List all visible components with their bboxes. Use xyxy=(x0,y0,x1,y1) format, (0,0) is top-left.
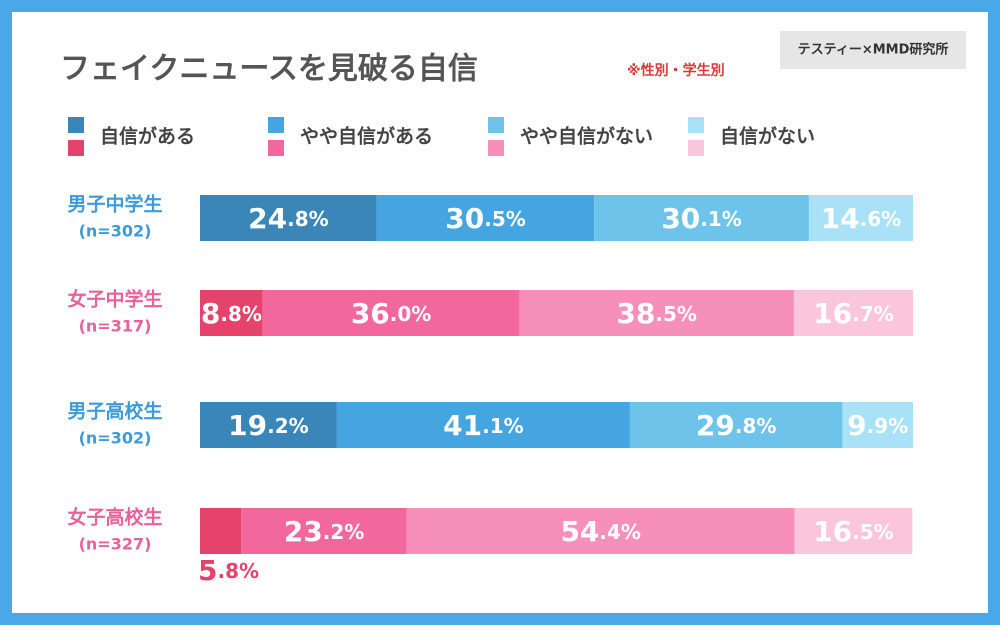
value-label-main: 23 xyxy=(284,515,323,548)
bar-segment xyxy=(842,402,913,448)
chart-subtitle: ※性別・学生別 xyxy=(627,62,725,79)
legend-swatch xyxy=(68,140,84,156)
legend-label: やや自信がない xyxy=(520,125,653,148)
chart-title: フェイクニュースを見破る自信 xyxy=(60,52,478,87)
bar-segment xyxy=(200,195,377,241)
value-label: 9.9% xyxy=(847,409,908,442)
legend-label: やや自信がある xyxy=(300,125,433,148)
bar-segment xyxy=(262,290,520,336)
category-label: 女子中学生 xyxy=(67,288,162,311)
legend-label: 自信がある xyxy=(100,125,195,148)
value-label-minor: .5% xyxy=(484,207,526,231)
value-label-main: 8 xyxy=(201,297,220,330)
legend-swatch xyxy=(488,140,504,156)
bar-segment xyxy=(336,402,630,448)
bar-segment xyxy=(519,290,794,336)
value-label-minor: .2% xyxy=(267,414,309,438)
bar-segment xyxy=(200,290,263,336)
value-label-main: 24 xyxy=(248,202,287,235)
value-label: 36.0% xyxy=(351,297,432,330)
category-label: 男子中学生 xyxy=(67,193,162,216)
category-label: 女子高校生 xyxy=(67,506,162,529)
legend-swatch xyxy=(68,117,84,133)
value-label: 54.4% xyxy=(560,515,641,548)
bar-segment xyxy=(200,508,242,554)
value-label: 14.6% xyxy=(821,202,902,235)
value-label: 23.2% xyxy=(284,515,365,548)
legend-swatch xyxy=(268,140,284,156)
value-label-minor: .9% xyxy=(867,414,909,438)
value-label: 30.5% xyxy=(445,202,526,235)
value-label-minor: .1% xyxy=(700,207,742,231)
source-box xyxy=(780,31,966,69)
value-label: 19.2% xyxy=(228,409,309,442)
value-label-main: 16 xyxy=(813,515,852,548)
category-note: (n=302) xyxy=(79,429,152,448)
category-note: (n=302) xyxy=(79,222,152,241)
value-label-minor: .0% xyxy=(390,302,432,326)
legend-swatch xyxy=(268,117,284,133)
category-note: (n=327) xyxy=(79,535,152,554)
value-label-minor: .8% xyxy=(220,302,262,326)
category-label: 男子高校生 xyxy=(67,400,162,423)
value-label-main: 19 xyxy=(228,409,267,442)
value-label: 41.1% xyxy=(443,409,524,442)
source: テスティー×MMD研究所 xyxy=(798,42,949,58)
value-label-minor: .6% xyxy=(860,207,902,231)
category-note: (n=317) xyxy=(79,317,152,336)
value-label-main: 30 xyxy=(661,202,700,235)
value-label: 16.7% xyxy=(813,297,894,330)
value-label-main: 41 xyxy=(443,409,482,442)
value-label-minor: .4% xyxy=(599,520,641,544)
value-label-minor: .1% xyxy=(482,414,524,438)
value-label-main: 29 xyxy=(696,409,735,442)
value-label-minor: .8% xyxy=(735,414,777,438)
value-label-main: 5 xyxy=(198,554,217,587)
legend-swatch xyxy=(488,117,504,133)
value-label: 16.5% xyxy=(813,515,894,548)
legend-swatch xyxy=(688,117,704,133)
value-label-main: 16 xyxy=(813,297,852,330)
value-label-minor: .5% xyxy=(655,302,697,326)
value-label-minor: .8% xyxy=(287,207,329,231)
value-label: 5.8% xyxy=(198,554,259,587)
value-label-main: 9 xyxy=(847,409,866,442)
value-label-minor: .5% xyxy=(852,520,894,544)
value-label-main: 30 xyxy=(445,202,484,235)
legend-swatch xyxy=(688,140,704,156)
value-label-main: 38 xyxy=(616,297,655,330)
bar-segment xyxy=(376,195,595,241)
value-label: 38.5% xyxy=(616,297,697,330)
bar-segment xyxy=(200,402,337,448)
bar-segment xyxy=(808,195,913,241)
bar-segment xyxy=(241,508,407,554)
value-label: 29.8% xyxy=(696,409,777,442)
value-label: 30.1% xyxy=(661,202,742,235)
value-label-minor: .8% xyxy=(217,559,259,583)
bar-segment xyxy=(794,508,913,554)
bar-segment xyxy=(629,402,843,448)
value-label-main: 14 xyxy=(821,202,860,235)
bar-segment xyxy=(594,195,809,241)
value-label: 8.8% xyxy=(201,297,262,330)
value-label-main: 36 xyxy=(351,297,390,330)
value-label: 24.8% xyxy=(248,202,329,235)
value-label-minor: .2% xyxy=(323,520,365,544)
bar-segment xyxy=(793,290,913,336)
legend-label: 自信がない xyxy=(720,125,815,148)
bar-segment xyxy=(406,508,795,554)
value-label-minor: .7% xyxy=(852,302,894,326)
value-label-main: 54 xyxy=(560,515,599,548)
